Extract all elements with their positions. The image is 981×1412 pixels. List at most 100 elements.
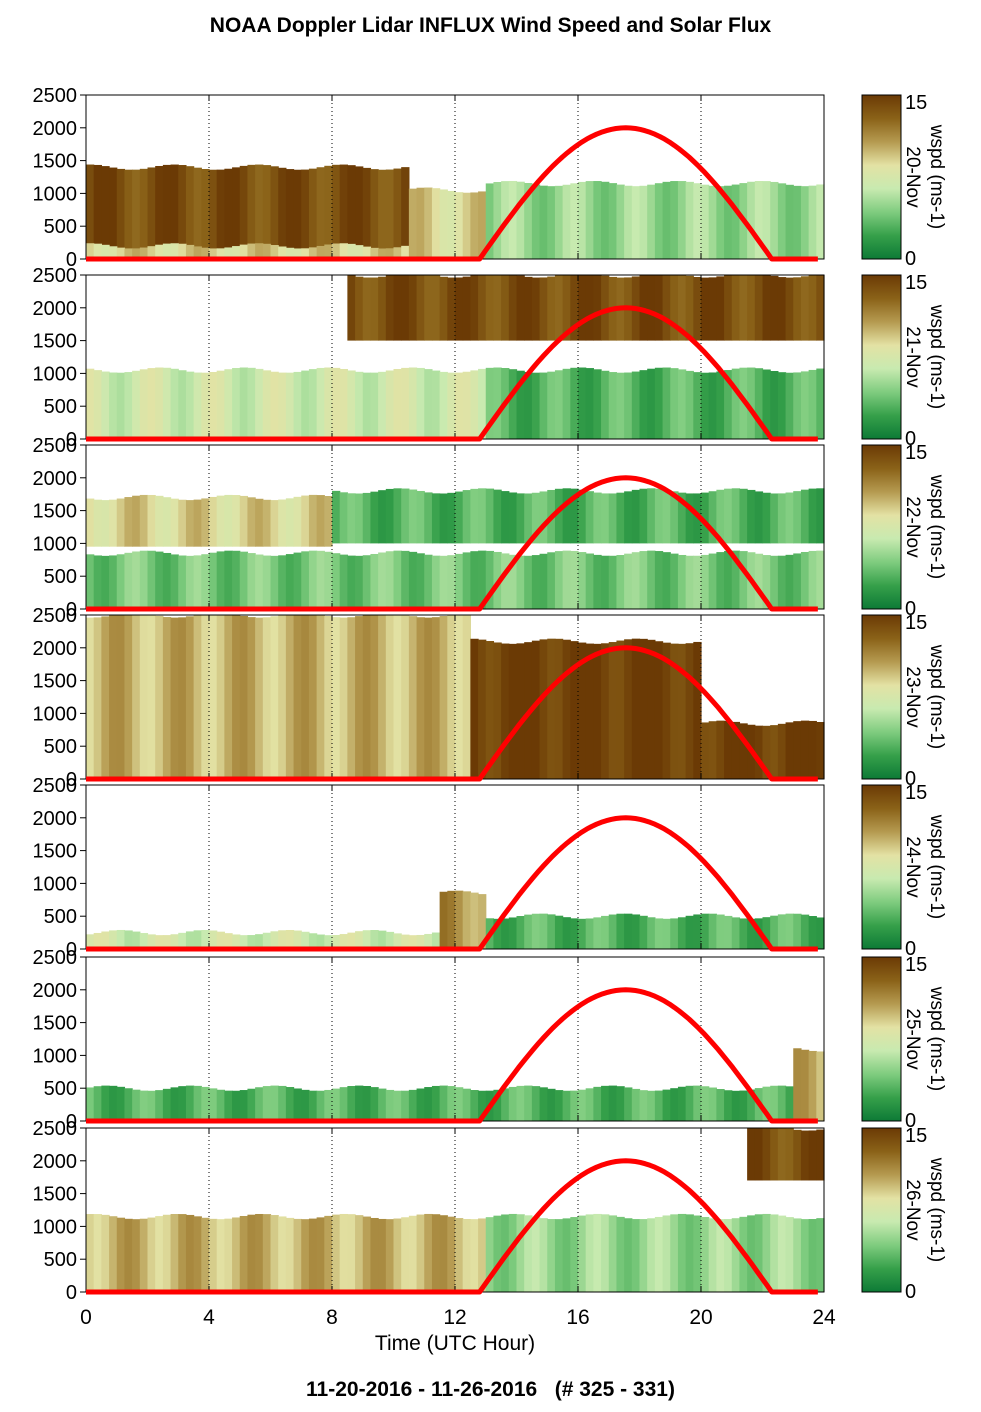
heatmap-cell <box>716 1219 725 1292</box>
heatmap-cell <box>647 368 656 439</box>
heatmap-cell <box>716 552 725 609</box>
y-tick-label: 2000 <box>33 638 78 660</box>
heatmap-cell <box>624 1218 633 1292</box>
heatmap-cell <box>508 1086 518 1121</box>
heatmap-cell <box>485 550 495 609</box>
heatmap-cell <box>731 368 741 439</box>
heatmap-cell <box>585 643 594 779</box>
colorbar-max-label: 15 <box>905 782 927 804</box>
heatmap-cell <box>754 553 764 609</box>
heatmap-cell <box>201 168 210 259</box>
heatmap-cell <box>701 554 710 609</box>
heatmap-cell <box>378 276 387 341</box>
heatmap-cell <box>578 181 587 259</box>
heatmap-cell <box>378 1218 387 1292</box>
heatmap-cell <box>293 615 302 779</box>
heatmap-cell <box>685 915 694 949</box>
heatmap-cell <box>262 1086 272 1121</box>
x-tick-label: 4 <box>203 1306 215 1329</box>
heatmap-cell <box>116 615 126 779</box>
heatmap-cell <box>239 1090 249 1121</box>
heatmap-cell <box>531 1216 541 1292</box>
heatmap-cell <box>539 491 548 544</box>
heatmap-cell <box>193 1085 202 1121</box>
heatmap-cell <box>185 1085 195 1121</box>
heatmap-cell <box>531 913 541 949</box>
solar-flux-curve <box>86 305 818 442</box>
heatmap-cell <box>793 721 802 779</box>
heatmap-cell <box>124 169 133 259</box>
y-tick-label: 1500 <box>33 841 78 863</box>
heatmap-cell <box>270 166 279 259</box>
heatmap-cell <box>393 168 402 259</box>
heatmap-cell <box>401 615 410 779</box>
heatmap-cell <box>347 1086 356 1121</box>
heatmap-cell <box>424 554 433 609</box>
heatmap-cell <box>516 275 525 341</box>
heatmap-cell <box>455 890 464 949</box>
solar-flux-curve <box>86 645 818 782</box>
heatmap-cell <box>585 1088 594 1121</box>
heatmap-cell <box>670 553 679 609</box>
heatmap-cell <box>793 913 802 949</box>
heatmap-cell <box>601 555 610 609</box>
heatmap-cell <box>777 493 787 544</box>
heatmap-cell <box>724 1090 733 1121</box>
heatmap-cell <box>324 1089 333 1121</box>
heatmap-cell <box>178 617 187 779</box>
heatmap-cell <box>616 913 625 949</box>
heatmap-cell <box>539 553 548 609</box>
heatmap-cell <box>339 492 348 544</box>
heatmap-cell <box>316 495 325 547</box>
heatmap-cell <box>285 554 295 609</box>
heatmap-cell <box>139 369 149 439</box>
heatmap-cell <box>424 275 433 341</box>
heatmap-cell <box>370 553 379 609</box>
heatmap-cell <box>385 931 395 949</box>
heatmap-cell <box>562 550 571 609</box>
heatmap-cell <box>216 1089 225 1121</box>
heatmap-cell <box>501 491 510 544</box>
heatmap-cell <box>570 550 579 609</box>
heatmap-cell <box>401 550 410 609</box>
heatmap-cell <box>262 1214 272 1292</box>
heatmap-cell <box>470 1219 479 1292</box>
heatmap-cell <box>347 493 356 544</box>
heatmap-cell <box>693 183 702 259</box>
heatmap-cell <box>185 166 195 259</box>
heatmap-cell <box>162 552 172 609</box>
x-tick-label: 16 <box>566 1306 589 1329</box>
heatmap-cell <box>762 181 771 259</box>
heatmap-cell <box>639 370 648 439</box>
heatmap-cell <box>362 492 372 544</box>
heatmap-cell <box>132 1089 141 1121</box>
heatmap-cell <box>800 371 810 439</box>
heatmap-cell <box>693 555 702 609</box>
heatmap-cell <box>770 370 779 439</box>
heatmap-cell <box>262 555 272 609</box>
heatmap-cell <box>447 1086 456 1121</box>
heatmap-cell <box>677 643 687 779</box>
heatmap-cell <box>308 247 318 259</box>
colorbar-title: wspd (ms-1) <box>926 814 947 920</box>
solar-flux-curve <box>86 475 818 612</box>
heatmap-cell <box>431 617 441 779</box>
heatmap-cell <box>401 245 410 259</box>
heatmap-cell <box>516 1214 525 1292</box>
heatmap-cell <box>731 1218 741 1292</box>
heatmap-cell <box>654 918 664 949</box>
colorbar <box>861 1127 902 1293</box>
heatmap-cell <box>332 1088 341 1121</box>
heatmap-cell <box>708 553 717 609</box>
heatmap-cell <box>301 615 310 779</box>
heatmap-cell <box>785 1217 794 1292</box>
heatmap-cell <box>670 1214 679 1292</box>
heatmap-cell <box>724 550 733 609</box>
heatmap-cell <box>770 1085 779 1121</box>
panel-date-label: 20-Nov <box>902 146 923 208</box>
heatmap-cell <box>554 1219 564 1292</box>
heatmap-cell <box>631 371 641 439</box>
heatmap-cell <box>270 931 279 949</box>
heatmap-cell <box>247 1088 256 1121</box>
heatmap-cell <box>593 369 602 439</box>
